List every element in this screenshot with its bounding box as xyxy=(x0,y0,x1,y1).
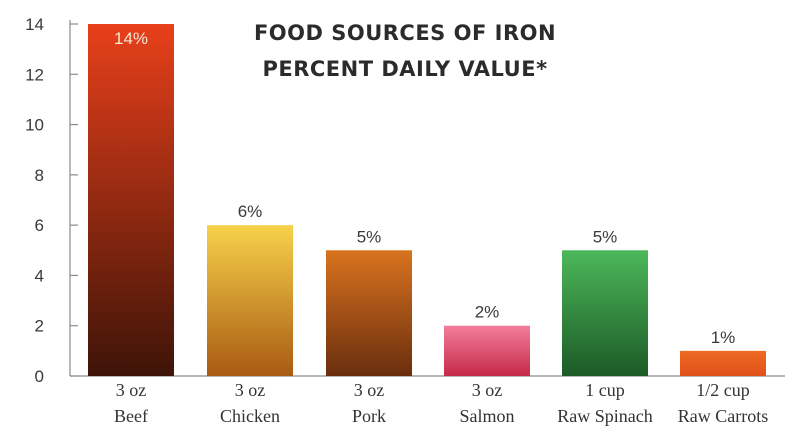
chart-title: FOOD SOURCES OF IRON PERCENT DAILY VALUE… xyxy=(254,21,556,81)
category-label-line-2: Beef xyxy=(114,406,148,426)
y-tick-label: 4 xyxy=(35,266,44,285)
bar-layer xyxy=(88,24,766,376)
axis-layer: 0 2 4 6 8 10 12 14 xyxy=(25,15,785,386)
chart-title-line-1: FOOD SOURCES OF IRON xyxy=(254,21,556,45)
data-label: 6% xyxy=(238,202,263,221)
label-layer: 14% 3 oz Beef 6% 3 oz Chicken 5% 3 oz Pork 2% 3 oz… xyxy=(114,29,768,426)
category-label-line-2: Raw Carrots xyxy=(678,406,768,426)
y-tick-label: 10 xyxy=(25,116,44,135)
bar xyxy=(207,225,293,376)
data-label: 5% xyxy=(357,227,382,246)
bar xyxy=(680,350,766,376)
bar xyxy=(326,250,412,376)
category-label-line-1: 1/2 cup xyxy=(696,380,750,400)
data-label: 5% xyxy=(593,227,618,246)
bar xyxy=(562,250,648,376)
bar xyxy=(444,325,530,376)
y-tick-label: 6 xyxy=(35,216,44,235)
y-tick-label: 2 xyxy=(35,317,44,336)
category-label-line-1: 3 oz xyxy=(116,380,147,400)
y-tick-label: 8 xyxy=(35,166,44,185)
data-label: 2% xyxy=(475,303,500,322)
category-label-line-2: Chicken xyxy=(220,406,280,426)
data-label: 1% xyxy=(711,328,736,347)
category-label-line-1: 1 cup xyxy=(585,380,625,400)
bar xyxy=(88,24,174,376)
y-tick-label: 0 xyxy=(35,367,44,386)
category-label-line-2: Salmon xyxy=(459,406,514,426)
y-tick-label: 14 xyxy=(25,15,44,34)
data-label: 14% xyxy=(114,29,148,48)
category-label-line-2: Pork xyxy=(352,406,386,426)
category-label-line-2: Raw Spinach xyxy=(557,406,652,426)
category-label-line-1: 3 oz xyxy=(354,380,385,400)
category-label-line-1: 3 oz xyxy=(472,380,503,400)
category-label-line-1: 3 oz xyxy=(235,380,266,400)
y-tick-label: 12 xyxy=(25,65,44,84)
chart-title-line-2: PERCENT DAILY VALUE* xyxy=(262,57,547,81)
